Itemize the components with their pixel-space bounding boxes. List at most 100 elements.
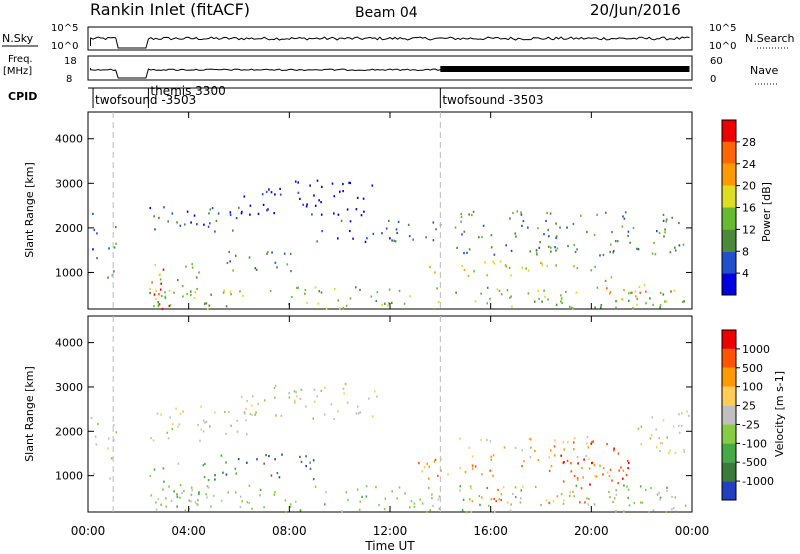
scatter-cell	[324, 503, 326, 506]
scatter-cell	[305, 405, 307, 408]
nave-dense-band	[440, 66, 690, 72]
scatter-cell	[274, 261, 277, 264]
scatter-cell	[305, 455, 307, 458]
scatter-cell	[591, 441, 593, 444]
scatter-cell	[423, 466, 426, 469]
scatter-cell	[395, 228, 398, 231]
scatter-cell	[409, 506, 411, 509]
nsky-line	[89, 36, 690, 49]
colorbar-swatch	[722, 251, 736, 274]
scatter-cell	[220, 499, 223, 502]
scatter-cell	[514, 495, 517, 499]
scatter-cell	[391, 239, 393, 242]
scatter-cell	[320, 213, 323, 216]
scatter-cell	[576, 248, 578, 251]
scatter-cell	[664, 300, 666, 303]
scatter-cell	[342, 182, 344, 186]
scatter-cell	[396, 231, 398, 235]
scatter-cell	[155, 501, 157, 504]
scatter-cell	[510, 274, 512, 277]
scatter-cell	[615, 493, 618, 496]
nsearch-label: N.Search	[745, 32, 795, 45]
scatter-cell	[540, 261, 542, 264]
scatter-cell	[388, 302, 390, 305]
scatter-cell	[266, 252, 268, 255]
scatter-cell	[529, 456, 532, 459]
scatter-cell	[359, 411, 362, 414]
scatter-cell	[268, 188, 270, 191]
scatter-cell	[217, 212, 220, 215]
scatter-cell	[150, 494, 153, 497]
colorbar-swatch	[722, 207, 736, 230]
scatter-cell	[248, 484, 251, 487]
scatter-cell	[563, 448, 565, 451]
scatter-cell	[455, 291, 457, 294]
scatter-cell	[404, 492, 406, 495]
scatter-cell	[567, 245, 569, 248]
colorbar-swatch	[722, 367, 736, 387]
scatter-cell	[179, 224, 182, 227]
scatter-cell	[215, 219, 218, 222]
scatter-cell	[664, 228, 666, 231]
x-tick-label: 00:00	[71, 524, 106, 538]
scatter-cell	[207, 486, 210, 489]
scatter-cell	[193, 297, 196, 300]
scatter-cell	[206, 485, 209, 488]
scatter-cell	[294, 399, 296, 402]
scatter-cell	[456, 246, 458, 249]
scatter-cell	[267, 250, 269, 254]
scatter-cell	[383, 508, 386, 511]
scatter-cell	[608, 490, 610, 493]
scatter-cell	[189, 290, 192, 293]
scatter-cell	[622, 477, 624, 480]
scatter-cell	[168, 485, 170, 488]
scatter-cell	[254, 413, 256, 416]
scatter-cell	[313, 388, 316, 391]
scatter-cell	[471, 500, 474, 503]
scatter-cell	[570, 462, 572, 465]
scatter-cell	[495, 500, 497, 503]
scatter-cell	[595, 475, 598, 478]
scatter-cell	[312, 459, 315, 462]
scatter-cell	[204, 462, 206, 465]
scatter-cell	[480, 292, 482, 295]
scatter-cell	[181, 285, 184, 288]
scatter-cell	[200, 428, 202, 431]
scatter-cell	[505, 244, 507, 247]
scatter-cell	[629, 241, 631, 244]
scatter-cell	[465, 511, 468, 514]
scatter-cell	[671, 216, 673, 219]
scatter-cell	[222, 291, 225, 294]
scatter-cell	[529, 446, 532, 450]
scatter-cell	[435, 228, 437, 231]
scatter-cell	[202, 430, 205, 433]
scatter-cell	[342, 307, 345, 310]
scatter-cell	[636, 303, 638, 306]
scatter-cell	[669, 251, 672, 254]
scatter-cell	[345, 304, 348, 307]
scatter-cell	[151, 281, 153, 284]
scatter-cell	[527, 292, 530, 295]
colorbar-swatch	[722, 348, 736, 368]
scatter-cell	[496, 288, 499, 291]
scatter-cell	[155, 289, 157, 292]
scatter-cell	[361, 495, 363, 498]
scatter-cell	[179, 484, 182, 487]
scatter-cell	[228, 250, 230, 253]
scatter-cell	[157, 301, 159, 304]
colorbar-tick-label: -1000	[742, 475, 774, 488]
freq-panel-frame	[87, 55, 693, 81]
freq-unit: [MHz]	[3, 66, 32, 77]
scatter-cell	[234, 467, 237, 470]
scatter-cell	[576, 456, 579, 459]
scatter-cell	[178, 423, 181, 426]
scatter-cell	[624, 211, 627, 214]
scatter-cell	[177, 462, 180, 465]
scatter-cell	[257, 402, 259, 405]
scatter-cell	[250, 404, 253, 407]
scatter-cell	[359, 500, 362, 503]
scatter-cell	[659, 498, 661, 501]
scatter-cell	[611, 479, 613, 482]
scatter-cell	[576, 477, 579, 480]
scatter-cell	[471, 455, 474, 458]
